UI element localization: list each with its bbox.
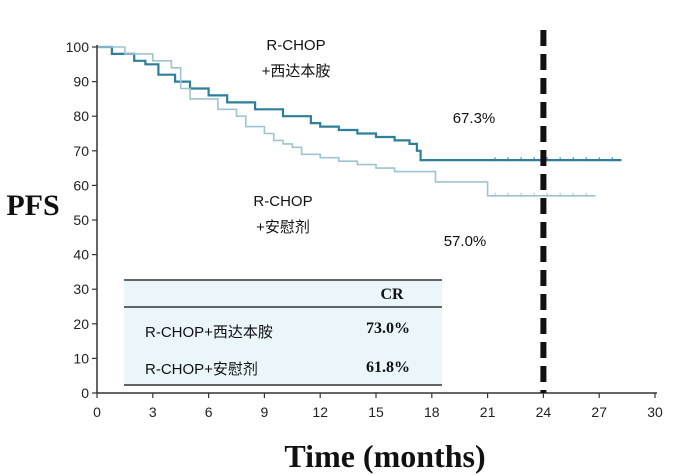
y-tick-label: 20 (73, 316, 89, 332)
y-tick-label: 30 (73, 281, 89, 297)
series-label-line2-a: +西达本胺 (262, 63, 331, 80)
x-tick-label: 15 (368, 404, 384, 420)
x-axis-title: Time (months) (284, 438, 485, 474)
end-value-label-b: 57.0% (444, 233, 487, 250)
x-tick-label: 0 (93, 404, 101, 420)
x-tick-label: 9 (261, 404, 269, 420)
cr-row-label-b: R-CHOP+安慰剂 (145, 360, 258, 378)
cr-table: CR R-CHOP+西达本胺 73.0% R-CHOP+安慰剂 61.8% (124, 279, 442, 386)
x-tick-label: 6 (205, 404, 213, 420)
y-tick-label: 0 (81, 385, 89, 401)
y-tick-label: 60 (73, 177, 89, 193)
cr-row-value-a: 73.0% (366, 320, 410, 337)
y-tick-label: 100 (66, 39, 90, 55)
cr-table-header: CR (380, 286, 404, 303)
x-tick-label: 18 (424, 404, 440, 420)
y-tick-label: 10 (73, 350, 89, 366)
y-tick-label: 70 (73, 143, 89, 159)
series-label-line1-a: R-CHOP (266, 37, 325, 54)
y-tick-label: 80 (73, 108, 89, 124)
km-curve-chidamide (97, 45, 622, 162)
cr-row-label-a: R-CHOP+西达本胺 (145, 324, 273, 341)
x-tick-label: 21 (480, 404, 496, 420)
cr-table-bg (124, 280, 442, 385)
y-tick-label: 50 (73, 212, 89, 228)
y-tick-label: 40 (73, 247, 89, 263)
x-tick-label: 24 (536, 404, 552, 420)
km-curve-placebo (97, 46, 596, 197)
x-tick-label: 12 (312, 404, 328, 420)
y-axis-title: PFS (6, 189, 59, 222)
series-label-line2-b: +安慰剂 (256, 218, 310, 236)
series-label-line1-b: R-CHOP (253, 193, 312, 210)
x-tick-label: 27 (591, 404, 607, 420)
x-tick-label: 3 (149, 404, 157, 420)
x-tick-label: 30 (647, 404, 663, 420)
y-tick-label: 90 (73, 74, 89, 90)
end-value-label-a: 67.3% (453, 110, 496, 127)
cr-row-value-b: 61.8% (366, 359, 410, 376)
